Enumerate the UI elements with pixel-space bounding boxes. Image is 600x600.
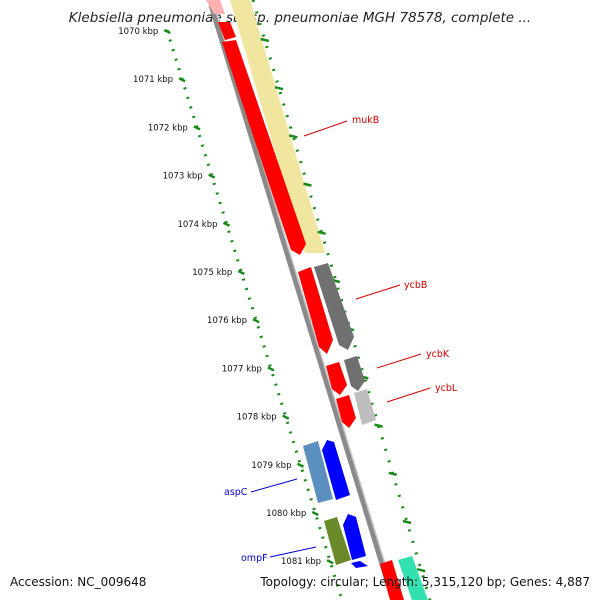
- outer-tick: [303, 182, 312, 187]
- gene-bottom-red[interactable]: [380, 560, 404, 600]
- gene-aspc-blue[interactable]: [322, 440, 350, 500]
- gene-ycbk-red[interactable]: [326, 362, 347, 395]
- outer-tick: [402, 519, 412, 525]
- scale-tick: [163, 28, 171, 35]
- tick-label: 1070 kbp: [118, 27, 158, 37]
- tick-label: 1071 kbp: [133, 75, 173, 85]
- gene-ycbb-red[interactable]: [298, 267, 333, 354]
- gene-ompf-blue[interactable]: [343, 514, 366, 560]
- gene-label-mukb[interactable]: mukB: [352, 115, 379, 126]
- scale-tick: [267, 366, 275, 372]
- tick-label: 1072 kbp: [148, 123, 188, 133]
- map-title: Klebsiella pneumoniae subsp. pneumoniae …: [68, 10, 532, 26]
- scale-tick: [252, 318, 260, 324]
- gene-ycbl-light[interactable]: [354, 389, 376, 425]
- gene-ompf-olive[interactable]: [324, 517, 351, 565]
- scale-tick: [282, 414, 290, 420]
- scale-tick: [311, 510, 319, 517]
- tick-label: 1074 kbp: [177, 220, 217, 230]
- outer-tick: [317, 230, 326, 236]
- scale-tick: [193, 125, 201, 131]
- gene-top-pink[interactable]: [206, 0, 225, 14]
- scale-tick: [178, 77, 186, 83]
- gene-ycbl-red[interactable]: [336, 395, 356, 428]
- leader-ompf: [269, 546, 317, 558]
- outer-tick: [274, 85, 284, 91]
- leader-mukb: [303, 120, 348, 137]
- leader-ycbk: [376, 353, 422, 369]
- highlight-band: [230, 0, 325, 253]
- gene-small-blue[interactable]: [351, 561, 368, 568]
- outer-tick: [416, 567, 426, 573]
- leader-ycbb: [355, 284, 401, 300]
- scale-tick: [208, 173, 216, 179]
- gene-label-ycbb[interactable]: ycbB: [404, 280, 427, 291]
- inner-ticks: [163, 28, 334, 565]
- outer-tick: [288, 134, 298, 139]
- tick-label: 1073 kbp: [163, 172, 203, 182]
- tick-label: 1079 kbp: [251, 461, 291, 471]
- gene-label-aspc[interactable]: aspC: [224, 487, 248, 498]
- scale-tick: [296, 462, 305, 468]
- gene-ycbk-gray[interactable]: [344, 356, 365, 391]
- tick-label: 1078 kbp: [237, 413, 277, 423]
- gene-label-ycbk[interactable]: ycbK: [426, 349, 450, 360]
- outer-tick: [388, 471, 398, 477]
- gene-aspc-steel[interactable]: [303, 441, 333, 503]
- scale-tick: [222, 221, 231, 227]
- leader-aspc: [250, 478, 298, 493]
- gene-top-red[interactable]: [218, 22, 236, 40]
- genome-summary-text: Topology: circular; Length: 5,315,120 bp…: [260, 575, 590, 589]
- tick-label: 1076 kbp: [207, 316, 247, 326]
- gene-ycbb-gray[interactable]: [314, 263, 354, 350]
- gene-bottom-aqua[interactable]: [398, 556, 428, 600]
- tick-labels: 1070 kbp 1071 kbp 1072 kbp 1073 kbp 1074 kbp…: [118, 27, 321, 567]
- gene-label-ompf[interactable]: ompF: [241, 553, 268, 564]
- leader-ycbl: [386, 387, 431, 403]
- tick-label: 1081 kbp: [281, 557, 321, 567]
- scale-tick: [326, 559, 334, 565]
- outer-tick: [374, 423, 383, 428]
- outer-tick: [260, 37, 270, 43]
- backbone-line: [208, 4, 396, 600]
- outer-ring-dots: [251, 0, 432, 600]
- gene-mukb[interactable]: [222, 40, 306, 255]
- tick-label: 1075 kbp: [192, 268, 232, 278]
- tick-label: 1077 kbp: [222, 364, 262, 374]
- gene-label-ycbl[interactable]: ycbL: [435, 383, 458, 394]
- accession-text: Accession: NC_009648: [10, 575, 147, 589]
- scale-tick: [237, 269, 245, 276]
- tick-label: 1080 kbp: [266, 509, 306, 519]
